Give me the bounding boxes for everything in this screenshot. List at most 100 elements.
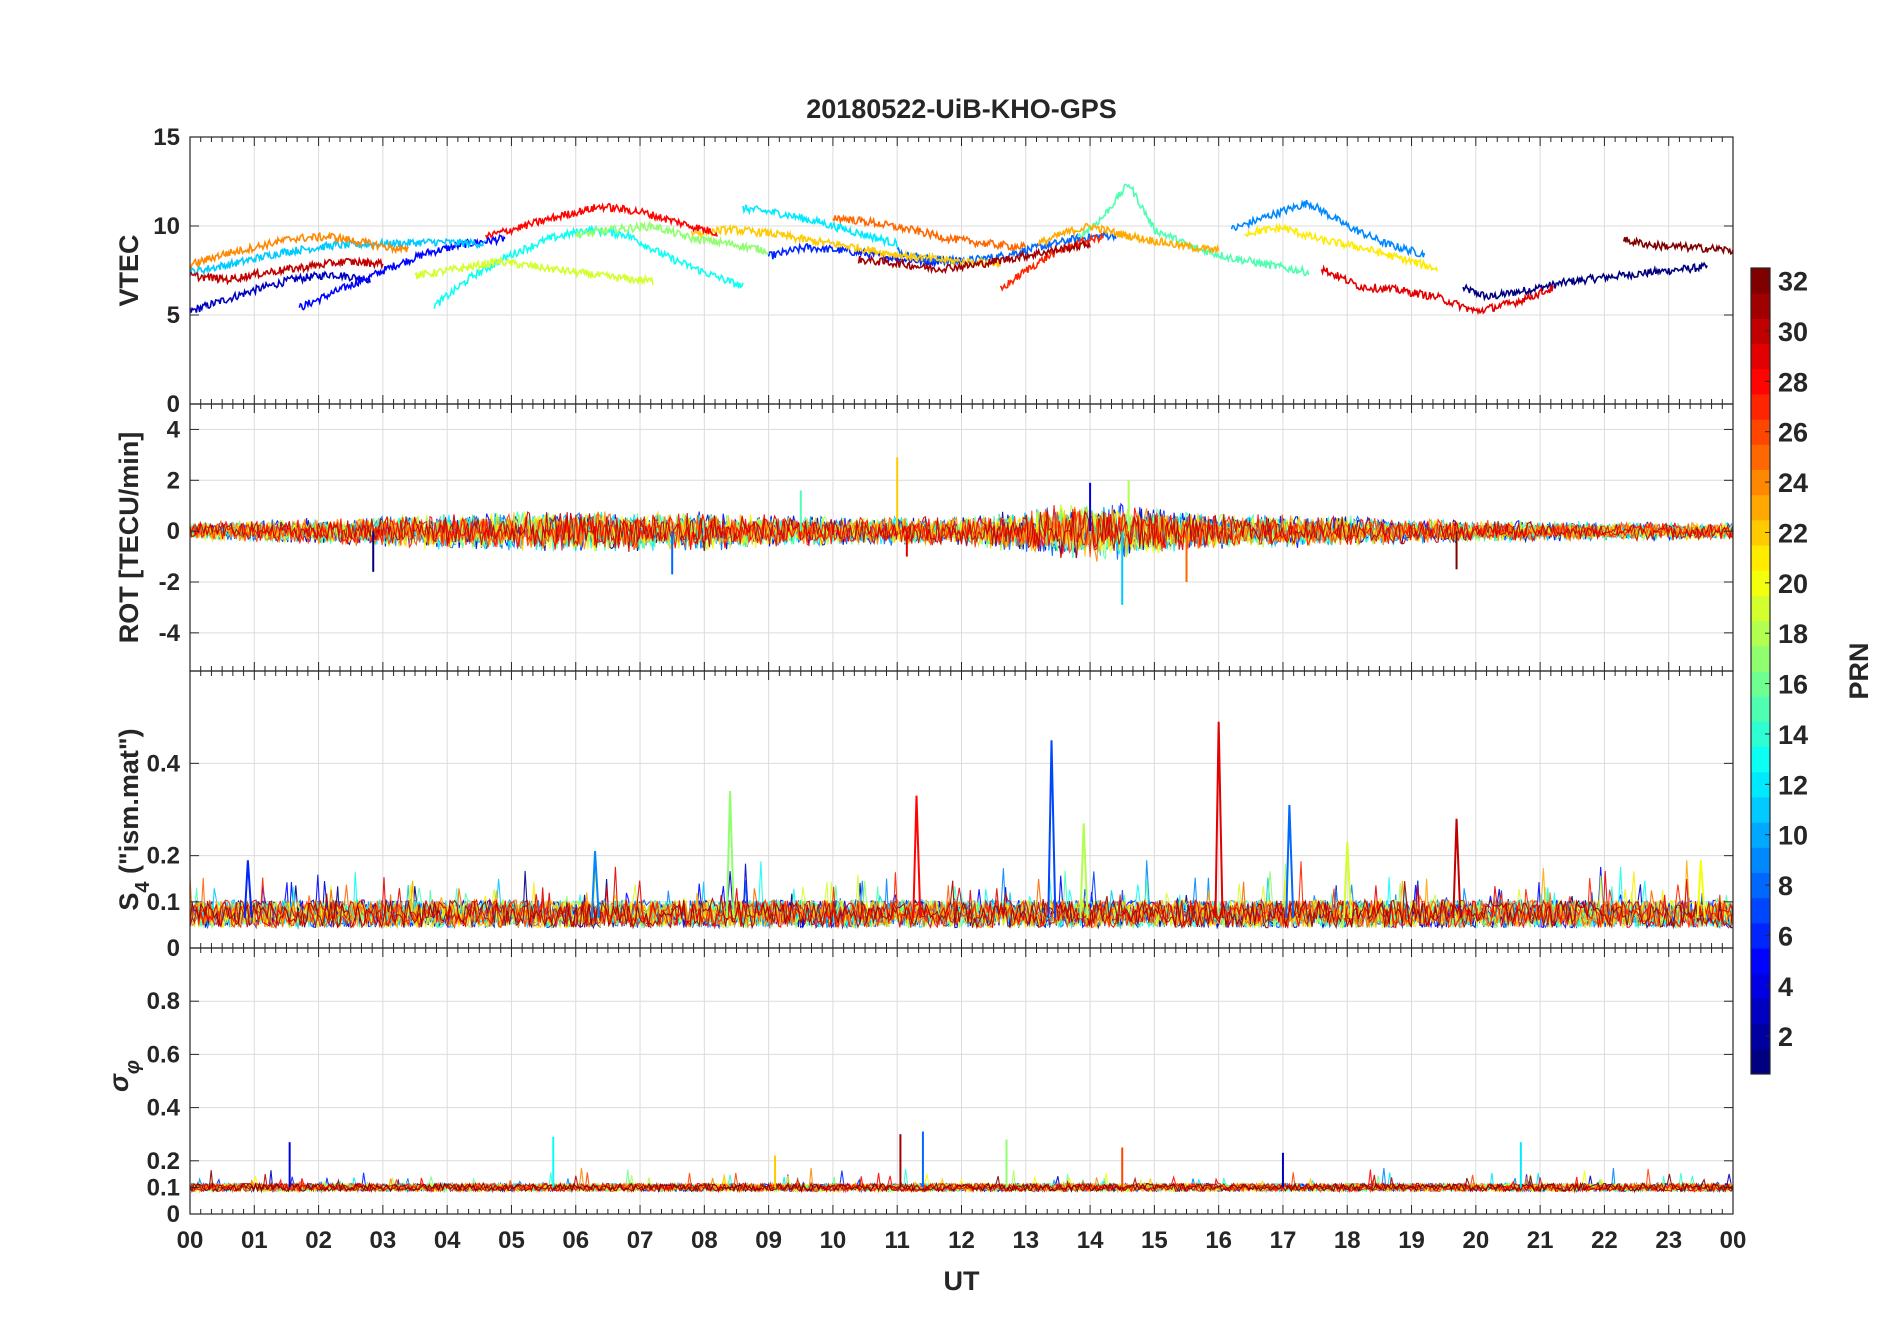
s4-series-prn-31 [189,880,1734,930]
vtec-series-prn-24 [189,231,410,270]
vtec-series-prn-28 [484,202,718,240]
colorbar-swatch [1751,721,1770,748]
y-axis-label-rest: ("ism.mat") [114,728,144,881]
vtec-series-prn-19 [414,255,654,286]
x-tick-label: 04 [434,1227,461,1254]
colorbar-label: PRN [1844,642,1874,699]
vtec-series-prn-5 [298,234,506,311]
x-tick-label: 21 [1527,1227,1554,1254]
y-tick-label: 0.4 [147,1095,181,1122]
s4-series-prn-21 [189,866,1734,930]
y-axis-label: S4 ("ism.mat") [114,728,154,910]
colorbar-swatch [1751,897,1770,924]
x-tick-label: 13 [1012,1227,1039,1254]
vtec-series-prn-12 [742,204,898,248]
s4-series-prn-29 [189,866,1734,930]
y-tick-label: -4 [159,620,181,647]
colorbar-swatch [1751,771,1770,798]
y-tick-label: 10 [153,213,180,240]
colorbar-swatch [1751,948,1770,974]
vtec-series-prn-17 [575,219,770,256]
y-tick-label: 0.4 [147,750,181,777]
colorbar-swatch [1751,519,1770,546]
x-tick-label: 07 [627,1227,654,1254]
colorbar-swatch [1751,1048,1770,1075]
y-tick-label: 5 [167,302,180,329]
vtec-series-prn-29 [1320,264,1554,316]
x-tick-label: 00 [177,1227,204,1254]
rot-series-prn-30 [189,509,1734,559]
colorbar-swatch [1751,343,1770,370]
vtec-series-prn-25 [832,213,1027,252]
vtec-series-prn-15 [1076,183,1310,277]
colorbar-swatch [1751,570,1770,596]
series-group [189,1131,1734,1194]
s4-spike [1214,721,1224,919]
colorbar-tick-label: 10 [1778,821,1808,851]
s4-spike [243,860,253,919]
x-tick-label: 18 [1334,1227,1361,1254]
colorbar-tick-label: 22 [1778,518,1808,548]
x-tick-label: 01 [241,1227,268,1254]
s4-spike [1696,860,1706,919]
x-tick-label: 16 [1205,1227,1232,1254]
s4-spike [1285,804,1295,919]
vtec-series-prn-3 [189,270,371,313]
colorbar-swatch [1751,998,1770,1025]
s4-spike [1079,823,1089,919]
y-axis-label-sub: φ [122,1060,144,1074]
panel-sigma_phi: 00.10.2 0.4 0.6 0.8 σφ 00 01 02 03 04 05 06 07 08 09 10… [104,947,1746,1296]
y-tick-label: 0.2 [147,843,180,870]
colorbar-swatch [1751,822,1770,848]
colorbar-swatch [1751,796,1770,823]
x-tick-label: 14 [1077,1227,1104,1254]
y-axis-label-main: σ [104,1073,134,1092]
panel-s4: 00.10.20.4S4 ("ism.mat") [114,670,1734,962]
vtec-series-prn-23 [1037,222,1220,255]
y-tick-label: 0 [167,391,180,418]
s4-spike [1343,841,1353,919]
x-tick-label: 11 [885,1227,910,1254]
colorbar-swatch [1751,595,1770,622]
y-tick-label: 0.8 [147,988,180,1015]
colorbar-swatch [1751,494,1770,521]
colorbar-tick-label: 18 [1778,619,1808,649]
sigma-series-prn-20 [189,1170,1734,1194]
vtec-series-prn-21 [1244,222,1439,272]
colorbar-tick-label: 14 [1778,720,1808,750]
x-tick-label: 09 [755,1227,782,1254]
colorbar-swatch [1751,645,1770,672]
vtec-series-prn-27 [999,233,1104,292]
x-tick-label: 03 [370,1227,397,1254]
x-tick-label: 17 [1270,1227,1297,1254]
colorbar-tick-label: 24 [1778,468,1808,498]
colorbar-swatch [1751,973,1770,999]
colorbar-tick-label: 6 [1778,921,1793,951]
y-axis-label-sub: 4 [132,881,154,893]
y-tick-label: 0.6 [147,1041,180,1068]
sigma-series-prn-30 [189,1174,1734,1194]
colorbar-swatch [1751,847,1770,873]
y-tick-label: 15 [153,124,180,151]
colorbar-tick-label: 12 [1778,770,1808,800]
y-tick-label: 4 [167,416,181,443]
vtec-series-prn-1 [1462,261,1708,302]
colorbar-swatch [1751,293,1770,319]
colorbar-swatch [1751,545,1770,571]
series-group [189,183,1734,316]
y-axis-label-main: S [114,893,144,911]
colorbar-tick-label: 8 [1778,871,1793,901]
colorbar-swatch [1751,922,1770,949]
colorbar-swatch [1751,872,1770,899]
s4-spike [590,850,600,919]
colorbar-tick-label: 32 [1778,267,1808,297]
x-tick-label: 19 [1398,1227,1425,1254]
colorbar-swatch [1751,746,1770,773]
y-tick-label: 0.1 [147,1174,180,1201]
colorbar-swatch [1751,444,1770,470]
vtec-series-prn-31 [857,240,1091,275]
x-tick-label: 06 [562,1227,589,1254]
x-axis-label: UT [944,1266,980,1296]
